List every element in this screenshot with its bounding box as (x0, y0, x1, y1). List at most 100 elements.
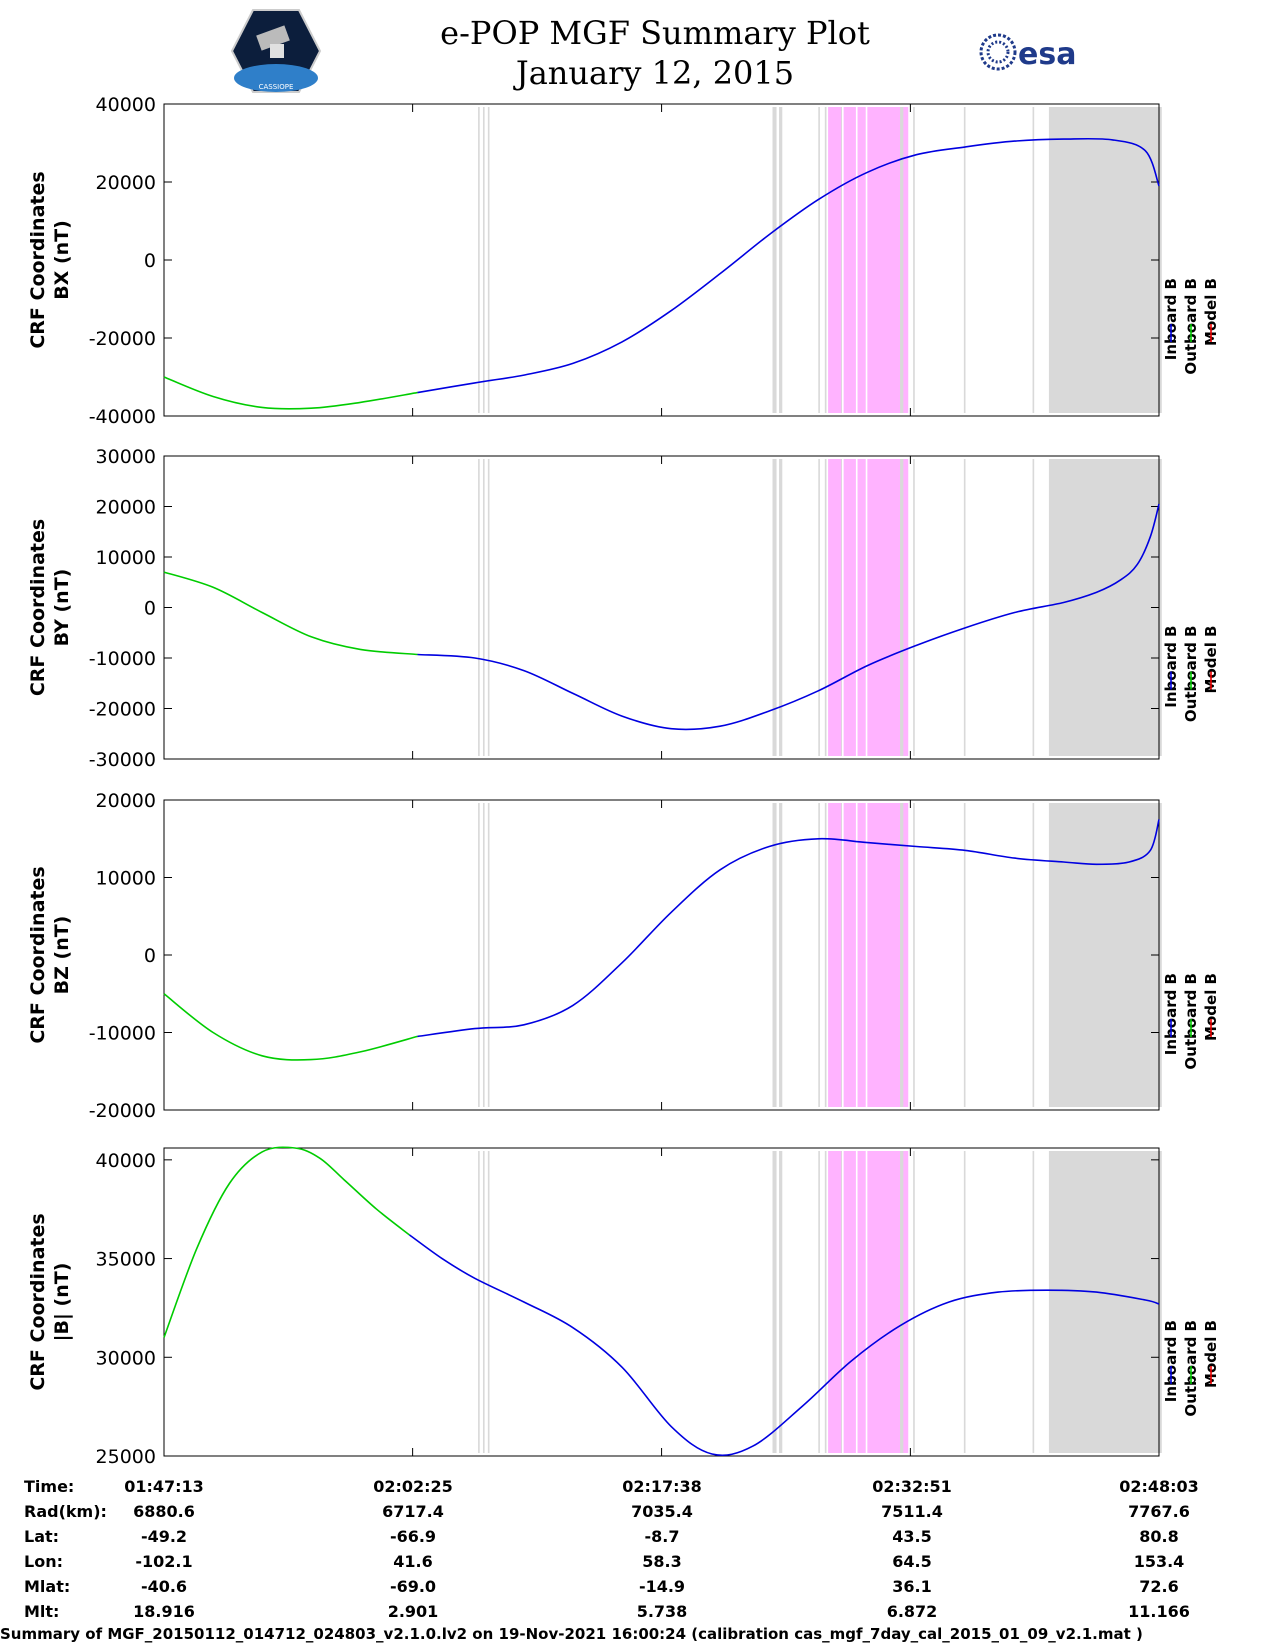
gray-band (1032, 107, 1035, 413)
y-tick-label: 0 (144, 945, 156, 967)
gray-band (487, 459, 490, 756)
band-gap (865, 803, 868, 1107)
table-row-label: Mlt: (24, 1602, 59, 1621)
gray-band (487, 1151, 490, 1453)
gray-band (824, 107, 827, 413)
y-tick-label: -20000 (89, 328, 156, 350)
table-cell: -14.9 (639, 1577, 685, 1596)
series-line-inboard-b (417, 137, 1160, 394)
y-tick-label: 40000 (96, 1150, 156, 1172)
y-tick-label: -20000 (89, 1100, 156, 1122)
y-axis-label: CRF Coordinates (27, 1213, 49, 1390)
table-cell: 18.916 (133, 1602, 195, 1621)
y-tick-label: -20000 (89, 699, 156, 721)
table-cell: -49.2 (141, 1527, 187, 1546)
y-tick-label: 20000 (96, 790, 156, 812)
table-cell: 02:48:03 (1119, 1477, 1199, 1496)
table-cell: 2.901 (388, 1602, 439, 1621)
plot-title: e-POP MGF Summary Plot (440, 14, 870, 52)
legend: Inboard B Outboard B Model B (1162, 626, 1220, 723)
esa-logo: esa (979, 33, 1076, 72)
table-cell: 02:17:38 (622, 1477, 702, 1496)
y-tick-label: -40000 (89, 406, 156, 428)
gray-band (1032, 803, 1035, 1107)
table-row-label: Lat: (24, 1527, 59, 1546)
y-axis-unit-label: BZ (nT) (51, 916, 73, 995)
table-cell: 58.3 (642, 1552, 681, 1571)
table-cell: 72.6 (1139, 1577, 1178, 1596)
table-cell: 64.5 (892, 1552, 931, 1571)
band-gap (842, 1151, 844, 1453)
table-cell: 7511.4 (881, 1502, 943, 1521)
band-gap (855, 803, 858, 1107)
legend-label: Model B (1202, 626, 1220, 694)
y-axis-label: CRF Coordinates (27, 866, 49, 1043)
series-line-outboard-b (163, 993, 418, 1061)
band-gap (865, 107, 868, 413)
axes-frame (163, 455, 1160, 760)
gray-band (1032, 459, 1035, 756)
band-gap (855, 107, 858, 413)
gray-band (963, 459, 966, 756)
gray-band (913, 1151, 915, 1453)
y-tick-label: 0 (144, 598, 156, 620)
table-cell: 6.872 (887, 1602, 938, 1621)
legend-label: Model B (1202, 973, 1220, 1041)
gray-band (779, 803, 783, 1107)
axes-frame (163, 103, 1160, 417)
y-axis-unit-label: BX (nT) (51, 220, 73, 300)
table-cell: -69.0 (390, 1577, 436, 1596)
gray-band (963, 107, 966, 413)
series-line-inboard-b (417, 819, 1160, 1038)
table-cell: -66.9 (390, 1527, 436, 1546)
gray-band (841, 107, 843, 413)
table-cell: 7767.6 (1128, 1502, 1190, 1521)
legend-label: Model B (1202, 1320, 1220, 1388)
legend-label: Inboard B (1162, 973, 1180, 1055)
table-cell: 01:47:13 (124, 1477, 204, 1496)
table-cell: 5.738 (637, 1602, 688, 1621)
gray-band (900, 803, 904, 1107)
cassiope-mission-logo: CASSIOPE (230, 9, 322, 93)
legend-label: Inboard B (1162, 278, 1180, 360)
gray-band (818, 459, 820, 756)
table-cell: 36.1 (892, 1577, 931, 1596)
gray-band (779, 459, 783, 756)
gray-band (478, 1151, 480, 1453)
gray-band (487, 803, 490, 1107)
y-tick-label: 10000 (96, 547, 156, 569)
gray-band (482, 803, 485, 1107)
band-gap (855, 1151, 858, 1453)
y-tick-label: 40000 (96, 94, 156, 116)
gray-band (772, 107, 777, 413)
table-cell: 11.166 (1128, 1602, 1190, 1621)
gray-band (1048, 1151, 1162, 1453)
band-gap (855, 459, 858, 756)
band-gap (865, 1151, 868, 1453)
table-cell: 02:32:51 (872, 1477, 952, 1496)
y-tick-label: 0 (144, 250, 156, 272)
gray-band (900, 1151, 904, 1453)
magenta-band (828, 459, 909, 756)
series-line-outboard-b (163, 571, 418, 656)
gray-band (487, 107, 490, 413)
gray-band (478, 459, 480, 756)
legend-label: Model B (1202, 278, 1220, 346)
table-row-label: Mlat: (24, 1577, 70, 1596)
y-tick-label: 30000 (96, 446, 156, 468)
gray-band (772, 1151, 777, 1453)
series-line-inboard-b (408, 1234, 1160, 1457)
y-tick-label: -10000 (89, 648, 156, 670)
gray-band (841, 1151, 843, 1453)
table-row-label: Lon: (24, 1552, 63, 1571)
gray-band (818, 107, 820, 413)
y-tick-label: 20000 (96, 497, 156, 519)
table-cell: -8.7 (645, 1527, 680, 1546)
gray-band (913, 107, 915, 413)
series-line-outboard-b (163, 1146, 410, 1338)
y-tick-label: 20000 (96, 172, 156, 194)
band-gap (865, 459, 868, 756)
gray-band (478, 107, 480, 413)
panel-2: -30000 -20000 -10000 0 10000 20000 30000 CRF Co… (27, 446, 1220, 771)
